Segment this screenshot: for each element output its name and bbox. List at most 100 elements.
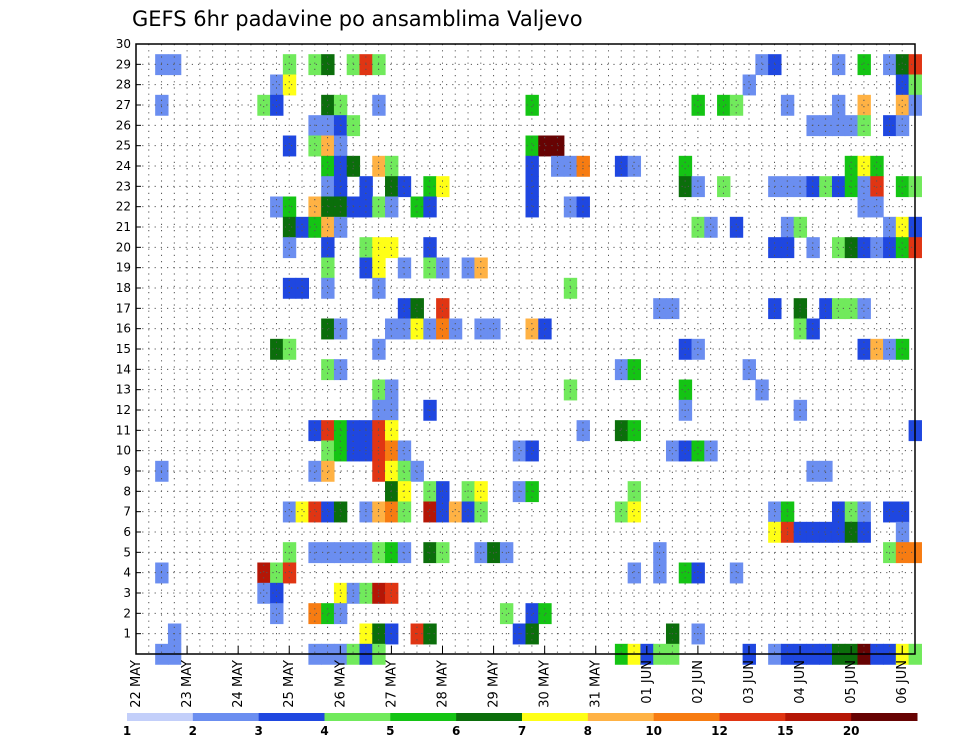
precip-cell	[410, 318, 424, 340]
y-tick-label: 26	[116, 118, 131, 132]
precip-cell	[831, 54, 846, 76]
precip-cell	[308, 54, 322, 76]
precip-cell	[831, 501, 846, 523]
precip-cell	[436, 481, 450, 503]
precip-cell	[895, 216, 910, 238]
precip-cell	[883, 54, 897, 76]
precip-cell	[321, 54, 335, 76]
precip-cell	[295, 501, 309, 523]
precip-cell	[321, 277, 335, 299]
y-tick-label: 6	[123, 525, 131, 539]
precip-cell	[614, 155, 629, 177]
x-tick-label: 05 JUN	[844, 660, 859, 704]
precip-cell	[308, 196, 322, 218]
precip-cell	[819, 460, 833, 482]
colorbar-tick-label: 20	[843, 724, 860, 738]
precip-cell	[436, 298, 450, 320]
precip-cell	[321, 460, 335, 482]
precip-cell	[525, 603, 539, 625]
precip-cell	[895, 94, 910, 116]
precip-cell	[282, 74, 297, 96]
precip-cell	[282, 196, 297, 218]
colorbar-tick-label: 6	[452, 724, 460, 738]
y-tick-label: 28	[116, 78, 131, 92]
precip-cell	[844, 298, 859, 320]
precip-cell	[627, 420, 642, 442]
x-tick-label: 01 JUN	[640, 660, 655, 704]
x-tick-label: 06 JUN	[895, 660, 910, 704]
y-tick-label: 13	[116, 383, 131, 397]
y-tick-label: 10	[116, 444, 131, 458]
y-tick-label: 27	[116, 98, 131, 112]
y-tick-label: 20	[116, 240, 131, 254]
precip-cell	[729, 94, 744, 116]
y-tick-label: 9	[123, 464, 131, 478]
precip-cell	[308, 135, 322, 157]
y-axis-ticks: 1234567891011121314151617181920212223242…	[116, 37, 141, 641]
precip-cell	[385, 196, 399, 218]
y-tick-label: 24	[116, 159, 131, 173]
precip-cell	[895, 74, 910, 96]
x-tick-label: 02 JUN	[691, 660, 706, 704]
precip-cell	[436, 501, 450, 523]
precip-cell	[385, 582, 399, 604]
colorbar-segment	[785, 713, 852, 721]
precip-cell	[282, 216, 297, 238]
precip-cell	[270, 74, 284, 96]
colorbar-segment	[522, 713, 589, 721]
chart-title: GEFS 6hr padavine po ansamblima Valjevo	[132, 7, 583, 31]
precip-cell	[321, 196, 335, 218]
precip-cell	[410, 298, 424, 320]
y-tick-label: 2	[123, 606, 131, 620]
precip-cell	[742, 359, 756, 381]
colorbar-segment	[719, 713, 786, 721]
precip-cell	[321, 501, 335, 523]
precip-cell	[321, 94, 335, 116]
precip-cell	[512, 440, 527, 462]
precip-cell	[627, 562, 642, 584]
precip-cell	[474, 318, 488, 340]
x-tick-label: 28 MAY	[435, 660, 450, 708]
precip-cell	[282, 54, 297, 76]
precip-cell	[397, 318, 412, 340]
precip-cell	[831, 94, 846, 116]
precip-cell	[870, 237, 884, 259]
y-tick-label: 5	[123, 545, 131, 559]
precip-cell	[257, 94, 271, 116]
precip-cell	[525, 481, 539, 503]
precip-cell	[321, 603, 335, 625]
x-tick-label: 27 MAY	[384, 660, 399, 708]
precip-cell	[678, 562, 693, 584]
y-tick-label: 11	[116, 423, 131, 437]
colorbar-segment	[587, 713, 655, 721]
x-tick-label: 22 MAY	[129, 660, 144, 708]
precip-cell	[423, 481, 437, 503]
precip-cell	[321, 216, 335, 238]
precip-cell	[627, 481, 642, 503]
y-tick-label: 18	[116, 281, 131, 295]
precip-cell	[385, 440, 399, 462]
colorbar-tick-label: 15	[777, 724, 794, 738]
precip-cell	[627, 155, 642, 177]
precip-cell	[321, 237, 335, 259]
x-tick-label: 04 JUN	[793, 660, 808, 704]
precip-cell	[385, 379, 399, 401]
precip-cell	[397, 298, 412, 320]
precip-cell	[308, 501, 322, 523]
precip-cell	[627, 359, 642, 381]
precip-cell	[423, 237, 437, 259]
colorbar-segment	[851, 713, 918, 721]
precip-cell	[691, 338, 705, 360]
colorbar-segment	[192, 713, 260, 721]
y-tick-label: 17	[116, 301, 131, 315]
colorbar-tick-label: 4	[320, 724, 328, 738]
precip-cell	[397, 440, 412, 462]
x-tick-label: 29 MAY	[487, 660, 502, 708]
precip-cell	[870, 196, 884, 218]
precip-cell	[257, 582, 271, 604]
precip-cell	[282, 277, 297, 299]
precip-cell	[270, 94, 284, 116]
precip-cell	[883, 237, 897, 259]
precip-cell	[525, 196, 539, 218]
